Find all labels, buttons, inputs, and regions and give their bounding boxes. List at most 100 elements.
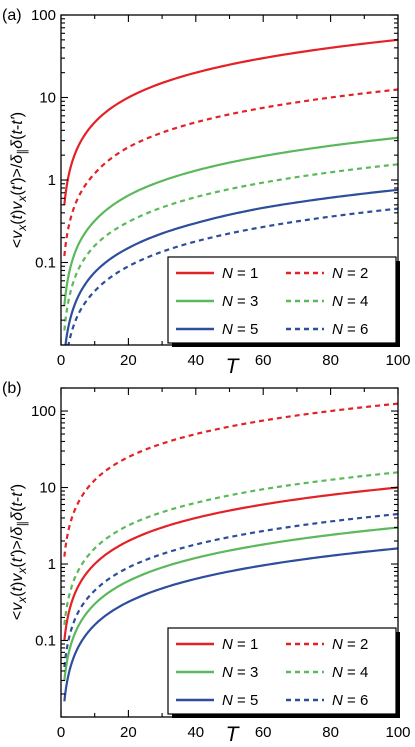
y-axis-label-part: δ	[9, 154, 26, 164]
y-axis-label-part: δ	[9, 526, 26, 536]
legend-label-value: = 5	[233, 692, 258, 709]
series-line-n5	[63, 547, 398, 702]
legend-label-var: N	[332, 265, 343, 282]
legend-label-value: = 2	[343, 636, 368, 653]
y-axis-label-part: )>/	[9, 163, 26, 183]
legend-label-var: N	[332, 321, 343, 338]
y-axis-label-part: t'	[9, 116, 26, 124]
legend-label-var: N	[222, 321, 233, 338]
series-line-n1	[63, 38, 398, 205]
y-axis-label-part: v	[9, 230, 26, 239]
x-axis-label: T	[226, 355, 241, 378]
legend-label: N = 3	[222, 664, 258, 681]
legend-label-value: = 5	[233, 321, 258, 338]
y-tick-label: 1	[48, 172, 56, 189]
x-tick-label: 40	[187, 352, 204, 369]
legend-label: N = 2	[332, 636, 368, 653]
y-axis-label-part: ∥	[15, 521, 29, 527]
y-tick-label: 0.1	[35, 255, 56, 272]
y-axis-label-part: v	[9, 201, 26, 210]
legend-label-var: N	[332, 692, 343, 709]
x-tick-label: 20	[120, 724, 137, 741]
y-axis-label-part: )	[9, 484, 26, 489]
x-tick-label: 0	[57, 352, 65, 369]
y-axis-label-part: t	[9, 214, 26, 219]
y-axis-label: <vx(t)vx(t')>/δ∥δ(t-t')	[9, 112, 29, 248]
legend-label-var: N	[332, 636, 343, 653]
y-axis-label-part: -	[9, 125, 26, 130]
y-axis-label-part: <	[9, 611, 26, 620]
y-axis-label-part: (	[9, 591, 26, 597]
y-tick-label: 0.1	[35, 633, 56, 650]
series-group	[63, 38, 398, 345]
legend-label: N = 5	[222, 321, 258, 338]
y-axis-label-part: x	[15, 567, 29, 575]
y-axis-label-part: (	[9, 190, 26, 196]
y-axis-label-part: )	[9, 112, 26, 117]
series-line-n6	[67, 207, 398, 345]
y-axis-label-part: ∥	[15, 149, 29, 155]
x-tick-label: 80	[322, 352, 339, 369]
legend-label-var: N	[222, 636, 233, 653]
series-line-n3	[63, 526, 398, 681]
series-line-n2	[63, 88, 398, 257]
legend-label: N = 4	[332, 664, 368, 681]
legend-label: N = 1	[222, 636, 258, 653]
y-tick-label: 100	[31, 403, 56, 420]
y-tick-label: 100	[31, 7, 56, 24]
y-axis-label-part: t	[9, 502, 26, 507]
x-tick-label: 60	[255, 724, 272, 741]
legend-label: N = 4	[332, 293, 368, 310]
series-line-n5	[64, 188, 398, 345]
panel-label: (a)	[2, 7, 22, 24]
y-axis-label-part: <	[9, 239, 26, 248]
y-axis-label-part: x	[15, 224, 29, 232]
y-axis-label-part: )>/	[9, 535, 26, 555]
panel-label: (b)	[2, 380, 22, 397]
legend-label-var: N	[222, 692, 233, 709]
x-tick-label: 100	[385, 352, 410, 369]
legend-label-value: = 3	[233, 664, 258, 681]
legend-label-value: = 2	[343, 265, 368, 282]
y-axis-label-part: )	[9, 210, 26, 215]
x-tick-label: 40	[187, 724, 204, 741]
legend-label-value: = 6	[343, 692, 368, 709]
x-tick-label: 20	[120, 352, 137, 369]
y-axis-label-part: (	[9, 506, 26, 512]
y-axis-label-part: x	[15, 195, 29, 203]
x-tick-label: 100	[385, 724, 410, 741]
y-axis-label-part: v	[9, 602, 26, 611]
y-axis-label-part: δ	[9, 139, 26, 149]
legend-label-var: N	[222, 293, 233, 310]
legend-label-var: N	[332, 293, 343, 310]
x-tick-label: 80	[322, 724, 339, 741]
legend-label: N = 2	[332, 265, 368, 282]
series-group	[63, 402, 398, 702]
legend-label-value: = 6	[343, 321, 368, 338]
legend-label: N = 5	[222, 692, 258, 709]
y-axis-label-part: t	[9, 586, 26, 591]
y-axis-label-part: t'	[9, 554, 26, 562]
y-axis-label-part: (	[9, 562, 26, 568]
y-axis-label-part: (	[9, 134, 26, 140]
legend-label: N = 1	[222, 265, 258, 282]
legend-label-value: = 4	[343, 293, 368, 310]
y-axis-label-part: (	[9, 219, 26, 225]
series-line-n1	[63, 486, 398, 641]
legend-label: N = 6	[332, 692, 368, 709]
legend-label-var: N	[222, 265, 233, 282]
y-axis-label-part: t'	[9, 488, 26, 496]
legend-label-value: = 4	[343, 664, 368, 681]
y-tick-label: 10	[39, 90, 56, 107]
y-axis-label-part: x	[15, 596, 29, 604]
x-tick-label: 60	[255, 352, 272, 369]
series-line-n4	[63, 163, 398, 331]
y-axis-label-part: v	[9, 573, 26, 582]
panel-b: (b)0 20 40 60 80 1000.1110100T<vx(t)vx(t')>/δ…	[2, 380, 411, 746]
legend-label-value: = 1	[233, 265, 258, 282]
y-axis-label-part: t	[9, 130, 26, 135]
y-axis-label-part: -	[9, 497, 26, 502]
y-axis-label-part: δ	[9, 511, 26, 521]
legend-label: N = 6	[332, 321, 368, 338]
